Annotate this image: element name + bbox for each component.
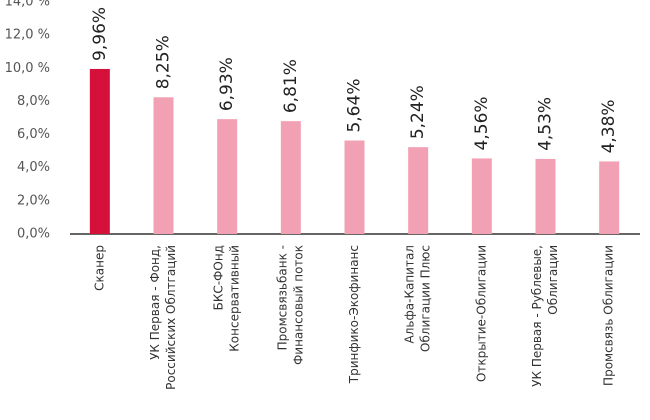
bar xyxy=(344,140,365,234)
bar xyxy=(217,119,238,234)
value-label: 4,53% xyxy=(536,97,556,151)
x-tick-label: Облигации xyxy=(546,245,560,315)
y-tick-label: 0,0% xyxy=(17,227,50,242)
y-tick-label: 2,0% xyxy=(17,193,50,208)
x-tick-label: Российских Облтгаций xyxy=(164,245,178,390)
x-tick-label: Открытие-Облигации xyxy=(474,245,488,382)
bar xyxy=(280,121,301,234)
bar xyxy=(153,97,174,235)
value-label: 5,64% xyxy=(345,79,365,133)
bar xyxy=(471,158,492,234)
y-tick-label: 10,0 % xyxy=(5,61,50,76)
value-label: 4,38% xyxy=(599,99,619,153)
y-tick-label: 14,0 % xyxy=(5,0,50,10)
bar xyxy=(599,161,620,234)
bar xyxy=(89,68,110,234)
x-tick-label: Альфа-Капитал xyxy=(403,245,417,343)
x-tick-label: УК Первая - Рублевые, xyxy=(530,245,544,387)
y-tick-label: 4,0% xyxy=(17,160,50,175)
value-label: 6,93% xyxy=(217,57,237,111)
y-tick-label: 12,0 % xyxy=(5,28,50,43)
x-tick-label: БКС-ФОнд xyxy=(212,245,226,310)
x-tick-label: Сканер xyxy=(92,245,106,291)
value-label: 9,96% xyxy=(90,7,110,61)
value-label: 8,25% xyxy=(154,35,174,89)
y-tick-label: 8,0% xyxy=(17,94,50,109)
x-tick-label: Промсвязьбанк - xyxy=(275,245,289,350)
value-label: 5,24% xyxy=(408,85,428,139)
value-label: 4,56% xyxy=(472,96,492,150)
x-tick-label: Промсвязь Облигации xyxy=(602,245,616,386)
bar xyxy=(535,158,556,234)
bar xyxy=(408,147,429,234)
x-tick-label: УК Первая - Фонд, xyxy=(148,245,162,360)
x-tick-label: Финансовый поток xyxy=(291,245,305,365)
x-tick-label: Тринфико-Экофинанс xyxy=(347,245,361,384)
y-tick-label: 6,0% xyxy=(17,127,50,142)
x-tick-label: Облигации Плюс xyxy=(419,245,433,352)
value-label: 6,81% xyxy=(281,59,301,113)
x-tick-label: Консервативный xyxy=(228,245,242,352)
